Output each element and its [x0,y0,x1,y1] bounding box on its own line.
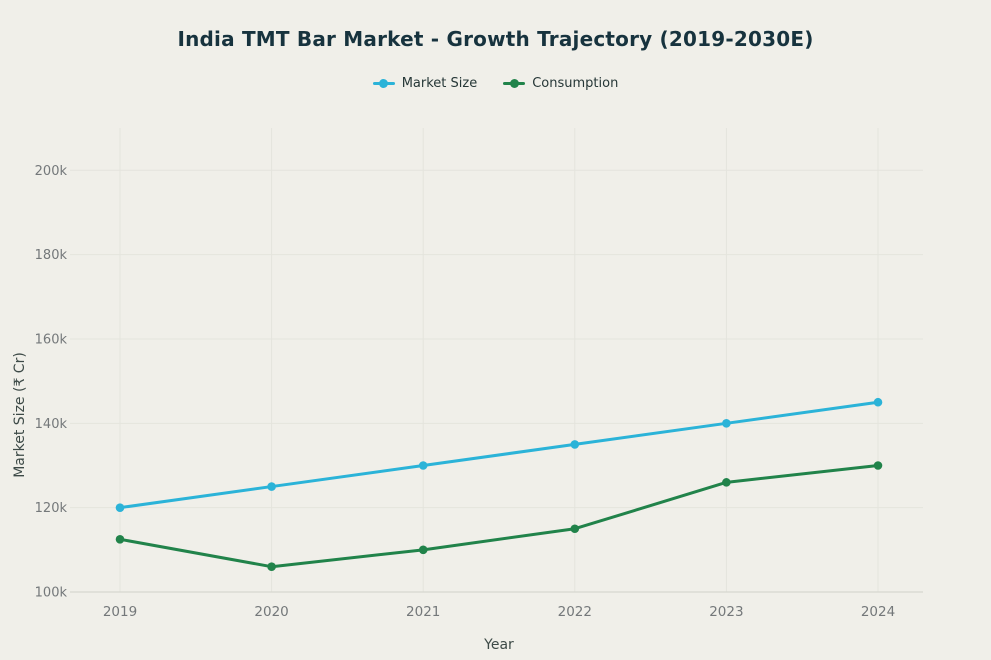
data-point-consumption-2020[interactable] [267,562,276,571]
data-point-consumption-2019[interactable] [115,534,125,544]
x-tick-label-2020: 2020 [254,604,288,620]
legend-item-consumption[interactable]: Consumption [503,76,618,91]
data-point-market-size-2023[interactable] [722,419,731,428]
x-tick-label-2023: 2023 [709,604,743,620]
y-axis-title: Market Size (₹ Cr) [12,352,28,478]
legend-marker-market-size-icon [372,79,395,89]
y-tick-label-200k: 200k [35,164,68,179]
data-point-consumption-2022[interactable] [570,524,580,534]
x-tick-label-2021: 2021 [406,604,440,620]
y-tick-label-140k: 140k [35,417,68,432]
data-point-market-size-2020[interactable] [267,482,276,491]
chart-title: India TMT Bar Market - Growth Trajectory… [177,27,814,51]
data-point-consumption-2023[interactable] [722,478,731,487]
chart-legend: Market Size Consumption [0,76,991,91]
x-axis-title: Year [483,637,514,653]
y-tick-label-160k: 160k [35,332,68,347]
y-tick-label-180k: 180k [35,248,68,263]
data-point-market-size-2021[interactable] [418,461,428,470]
data-point-consumption-2024[interactable] [873,461,883,470]
legend-label-consumption: Consumption [532,76,619,91]
series-line-consumption [118,463,880,569]
x-tick-label-2019: 2019 [103,604,137,620]
data-point-market-size-2022[interactable] [570,440,580,449]
y-tick-label-100k: 100k [35,586,68,601]
x-tick-label-2024: 2024 [861,604,895,620]
series-line-market-size [118,400,880,510]
data-point-consumption-2021[interactable] [418,545,428,555]
legend-marker-consumption-icon [503,79,526,89]
data-point-market-size-2024[interactable] [873,397,883,407]
data-point-market-size-2019[interactable] [115,503,125,512]
legend-item-market-size[interactable]: Market Size [372,76,478,91]
y-tick-label-120k: 120k [35,501,68,516]
legend-label-market-size: Market Size [401,76,478,91]
x-tick-label-2022: 2022 [558,604,592,620]
